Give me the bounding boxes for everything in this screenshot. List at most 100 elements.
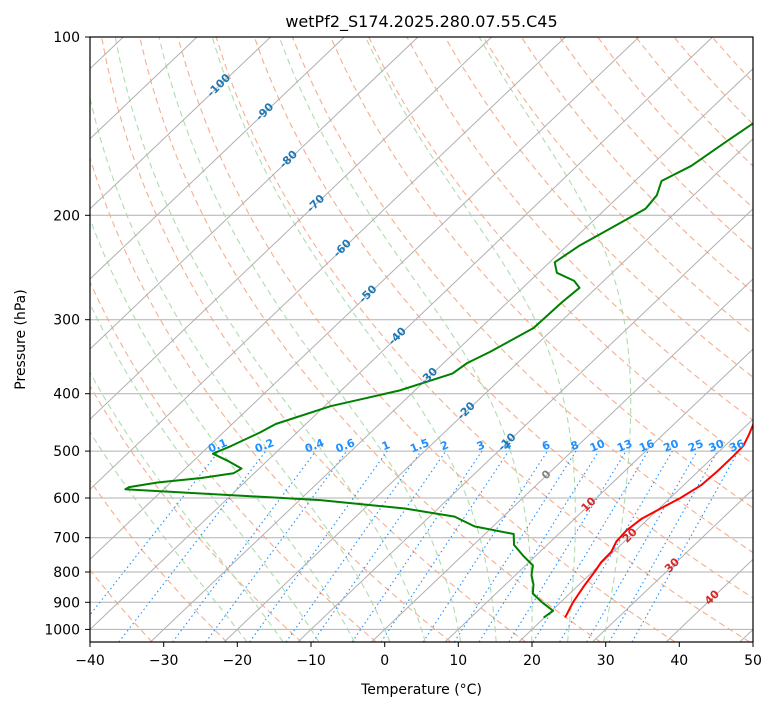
dry-adiabat-line (635, 37, 753, 167)
plot-frame (89, 36, 754, 643)
y-tick-label: 1000 (44, 622, 80, 638)
moist-adiabat-line (90, 217, 355, 642)
mixing-ratio-label: 0.2 (253, 436, 276, 455)
mixing-ratio-line (631, 450, 739, 642)
isotherm-line (90, 37, 419, 350)
plot-area (0, 37, 753, 642)
isotherm-line (90, 37, 566, 490)
dry-adiabat-line (90, 156, 452, 642)
mixing-ratio-label: 0.6 (334, 436, 357, 455)
mixing-ratio-line (608, 450, 719, 642)
dry-adiabat-line (177, 37, 676, 642)
isotherm-line (90, 37, 198, 140)
x-tick-label: −30 (149, 653, 179, 669)
mixing-ratio-line (586, 450, 698, 642)
x-tick-label: 10 (449, 653, 467, 669)
dry-adiabat-line (444, 37, 753, 378)
y-tick-label: 100 (53, 30, 80, 46)
isotherm-line (90, 37, 271, 210)
dry-adiabat-line (559, 37, 753, 251)
isotherm-line (592, 488, 753, 642)
x-tick-label: 40 (670, 653, 688, 669)
dry-adiabat-line (291, 37, 753, 554)
mixing-ratio-line (312, 450, 447, 642)
isotherm-line (371, 278, 753, 642)
mixing-ratio-line (285, 450, 422, 642)
dry-adiabat-line (90, 479, 228, 642)
moist-adiabat-line (90, 95, 391, 642)
dry-adiabat-line (90, 385, 302, 642)
dry-adiabat-line (368, 37, 753, 465)
mixing-ratio-label: 1.5 (408, 436, 431, 455)
dry-adiabat-line (0, 37, 77, 642)
chart-title: wetPf2_S174.2025.280.07.55.C45 (285, 12, 557, 32)
mixing-ratio-label: 30 (707, 437, 726, 455)
sounding-series (124, 122, 753, 619)
moist-adiabat-line (478, 37, 632, 642)
mixing-ratio-label: 13 (615, 437, 634, 455)
dry-adiabat-line (520, 37, 753, 293)
dry-adiabat-line (90, 280, 377, 642)
mixing-ratio-label: 16 (637, 437, 656, 455)
isotherm-line (444, 348, 753, 642)
moist-adiabat-line (158, 37, 462, 642)
dry-adiabat-line (139, 37, 601, 642)
mixing-ratio-line (559, 450, 673, 642)
x-tick-label: −10 (296, 653, 326, 669)
isotherm-line (297, 208, 753, 642)
y-tick-label: 200 (53, 208, 80, 224)
dry-adiabat-line (482, 37, 753, 336)
mixing-ratio-line (351, 450, 483, 642)
mixing-ratio-label: 3 (475, 438, 487, 453)
moist-adiabat-line (90, 371, 284, 642)
x-tick-label: 0 (380, 653, 389, 669)
moist-adiabats (90, 37, 632, 642)
isotherm-line (518, 418, 753, 642)
mixing-ratio-line (508, 450, 627, 642)
dry-adiabat-line (749, 37, 753, 41)
moist-adiabat-line (90, 430, 248, 642)
y-tick-label: 800 (53, 565, 80, 581)
dry-adiabat-line (711, 37, 753, 83)
x-tick-label: 30 (597, 653, 615, 669)
x-tick-label: 20 (523, 653, 541, 669)
mixing-ratio-label: 8 (569, 438, 581, 453)
mixing-ratio-label: 2 (439, 438, 451, 453)
isotherm-line (150, 67, 753, 642)
y-tick-label: 300 (53, 313, 80, 329)
axes: −40 −30 −20 −10 0 10 20 30 40 50 100 200 300 400 500 60… (44, 30, 762, 669)
isotherm-line (90, 37, 713, 631)
mixing-ratio-line (205, 450, 348, 642)
y-tick-label: 700 (53, 531, 80, 547)
mixing-ratio-line (90, 450, 220, 616)
x-tick-label: −20 (223, 653, 253, 669)
mixing-ratio-line (172, 450, 317, 642)
dry-adiabat-line (330, 37, 753, 509)
moist-adiabat-line (114, 37, 426, 642)
moist-adiabat-line (278, 37, 533, 642)
y-tick-label: 900 (53, 595, 80, 611)
y-tick-label: 400 (53, 387, 80, 403)
x-tick-label: −40 (75, 653, 105, 669)
mixing-ratio-label: 0.1 (206, 436, 229, 455)
temperature-line (564, 422, 753, 619)
mixing-ratio-label: 20 (662, 437, 681, 455)
x-tick-label: 50 (744, 653, 762, 669)
y-tick-label: 500 (53, 444, 80, 460)
isotherm-line (90, 37, 492, 420)
mixing-ratio-label: 10 (588, 437, 607, 455)
x-axis-label: Temperature (°C) (360, 682, 482, 698)
mixing-ratio-label: 25 (686, 437, 705, 455)
moist-adiabat-line (211, 37, 497, 642)
moist-adiabat-line (365, 37, 576, 642)
y-axis-label: Pressure (hPa) (13, 289, 29, 389)
mixing-ratio-label: 0.4 (303, 436, 326, 455)
mixing-ratio-line (478, 450, 600, 642)
mixing-ratio-label: 36 (727, 437, 746, 455)
dry-adiabat-line (406, 37, 753, 421)
skewed-isotherms (90, 37, 753, 642)
mixing-ratio-line (422, 450, 548, 642)
isotherm-line (90, 37, 345, 280)
mixing-ratio-line (249, 450, 388, 642)
